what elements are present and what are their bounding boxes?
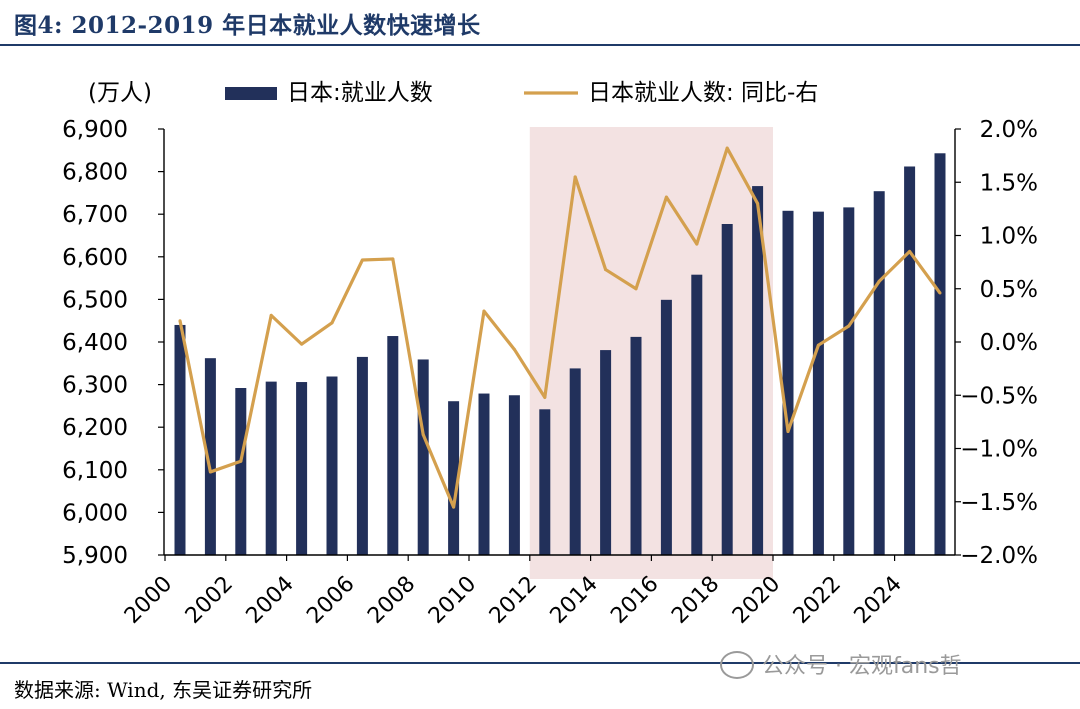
bar-2006 <box>356 356 368 555</box>
yoy-point-2020 <box>786 429 790 433</box>
bar-2016 <box>660 299 672 555</box>
right-tick-label: 1.5% <box>980 170 1038 196</box>
figure-title: 图4: 2012-2019 年日本就业人数快速增长 <box>14 12 481 39</box>
yoy-point-2008 <box>421 433 425 437</box>
source-note: 数据来源: Wind, 东吴证券研究所 <box>14 678 313 702</box>
left-tick-label: 6,800 <box>62 160 128 186</box>
right-tick-label: −2.0% <box>960 543 1038 569</box>
right-tick-label: −1.5% <box>960 490 1038 516</box>
yoy-point-2005 <box>330 321 334 325</box>
left-tick-label: 6,700 <box>62 202 128 228</box>
yoy-point-2004 <box>300 342 304 346</box>
watermark-text: 公众号 · 宏观fans哲 <box>762 654 962 679</box>
x-tick-label: 2024 <box>850 572 907 629</box>
bar-2022 <box>843 207 855 555</box>
bar-2003 <box>265 381 277 555</box>
x-tick-label: 2010 <box>424 572 481 629</box>
bar-2015 <box>630 336 642 555</box>
yoy-point-2000 <box>178 319 182 323</box>
x-tick-label: 2008 <box>363 572 420 629</box>
bar-2017 <box>691 274 703 555</box>
bar-2004 <box>296 382 308 555</box>
bar-2020 <box>782 210 794 556</box>
title-rule <box>0 44 1080 46</box>
x-tick-label: 2022 <box>789 572 846 629</box>
chart: 5,900 6,000 6,100 6,200 6,300 6,400 6,500 6,600… <box>62 80 1038 629</box>
bar-2019 <box>752 186 764 556</box>
bar-2002 <box>235 388 247 555</box>
yoy-point-2009 <box>452 505 456 509</box>
yoy-point-2022 <box>847 324 851 328</box>
left-tick-label: 6,900 <box>62 117 128 143</box>
legend-line-label: 日本就业人数: 同比-右 <box>588 80 818 106</box>
bar-2011 <box>508 395 520 555</box>
x-tick-label: 2016 <box>606 572 663 629</box>
yoy-point-2025 <box>938 291 942 295</box>
x-tick-label: 2012 <box>485 572 542 629</box>
bar-2000 <box>174 324 186 555</box>
bar-2021 <box>812 211 824 556</box>
yoy-point-2017 <box>695 242 699 246</box>
bar-2024 <box>904 166 916 555</box>
yoy-point-2007 <box>391 257 395 261</box>
left-tick-label: 6,400 <box>62 330 128 356</box>
bar-2001 <box>204 358 216 555</box>
highlight-band <box>529 127 773 579</box>
yoy-point-2003 <box>269 313 273 317</box>
x-tick-label: 2006 <box>302 572 359 629</box>
yoy-point-2002 <box>239 459 243 463</box>
yoy-point-2024 <box>908 249 912 253</box>
bar-2023 <box>873 191 885 556</box>
bar-2025 <box>934 153 946 556</box>
x-tick-label: 2004 <box>242 572 299 629</box>
yoy-point-2011 <box>512 347 516 351</box>
wechat-icon <box>720 651 754 679</box>
right-tick-label: 0.5% <box>980 277 1038 303</box>
left-unit-label: (万人) <box>88 80 152 106</box>
bar-2013 <box>569 368 581 555</box>
legend-bar-swatch <box>225 87 277 100</box>
yoy-point-2023 <box>877 279 881 283</box>
x-tick-label: 2014 <box>546 572 603 629</box>
yoy-point-2001 <box>208 470 212 474</box>
yoy-point-2014 <box>604 268 608 272</box>
left-tick-label: 6,600 <box>62 245 128 271</box>
right-tick-label: −0.5% <box>960 383 1038 409</box>
watermark: 公众号 · 宏观fans哲 <box>720 648 962 681</box>
left-tick-label: 6,100 <box>62 458 128 484</box>
yoy-line <box>178 146 942 509</box>
bar-2010 <box>478 393 490 555</box>
left-tick-label: 6,500 <box>62 287 128 313</box>
bar-2012 <box>539 409 551 555</box>
yoy-point-2013 <box>573 175 577 179</box>
yoy-point-2006 <box>360 258 364 262</box>
bar-2008 <box>417 359 429 555</box>
bar-2007 <box>387 336 399 555</box>
left-tick-label: 6,000 <box>62 500 128 526</box>
bottom-rule <box>0 662 1080 664</box>
right-tick-label: 0.0% <box>980 330 1038 356</box>
yoy-point-2016 <box>664 195 668 199</box>
right-tick-label: 1.0% <box>980 224 1038 250</box>
bar-2009 <box>448 401 460 555</box>
left-tick-label: 6,200 <box>62 415 128 441</box>
right-tick-label: −1.0% <box>960 437 1038 463</box>
yoy-point-2021 <box>816 343 820 347</box>
legend-bar-label: 日本:就业人数 <box>287 80 433 106</box>
left-tick-label: 5,900 <box>62 543 128 569</box>
x-tick-label: 2002 <box>181 572 238 629</box>
left-tick-label: 6,300 <box>62 373 128 399</box>
x-tick-label: 2020 <box>728 572 785 629</box>
bar-2014 <box>600 350 612 555</box>
yoy-point-2018 <box>725 146 729 150</box>
yoy-point-2012 <box>543 395 547 399</box>
yoy-point-2015 <box>634 287 638 291</box>
yoy-point-2010 <box>482 309 486 313</box>
bar-2018 <box>721 223 733 556</box>
x-tick-label: 2018 <box>667 572 724 629</box>
x-tick-label: 2000 <box>120 572 177 629</box>
right-tick-label: 2.0% <box>980 117 1038 143</box>
bar-2005 <box>326 376 338 555</box>
yoy-point-2019 <box>756 202 760 206</box>
